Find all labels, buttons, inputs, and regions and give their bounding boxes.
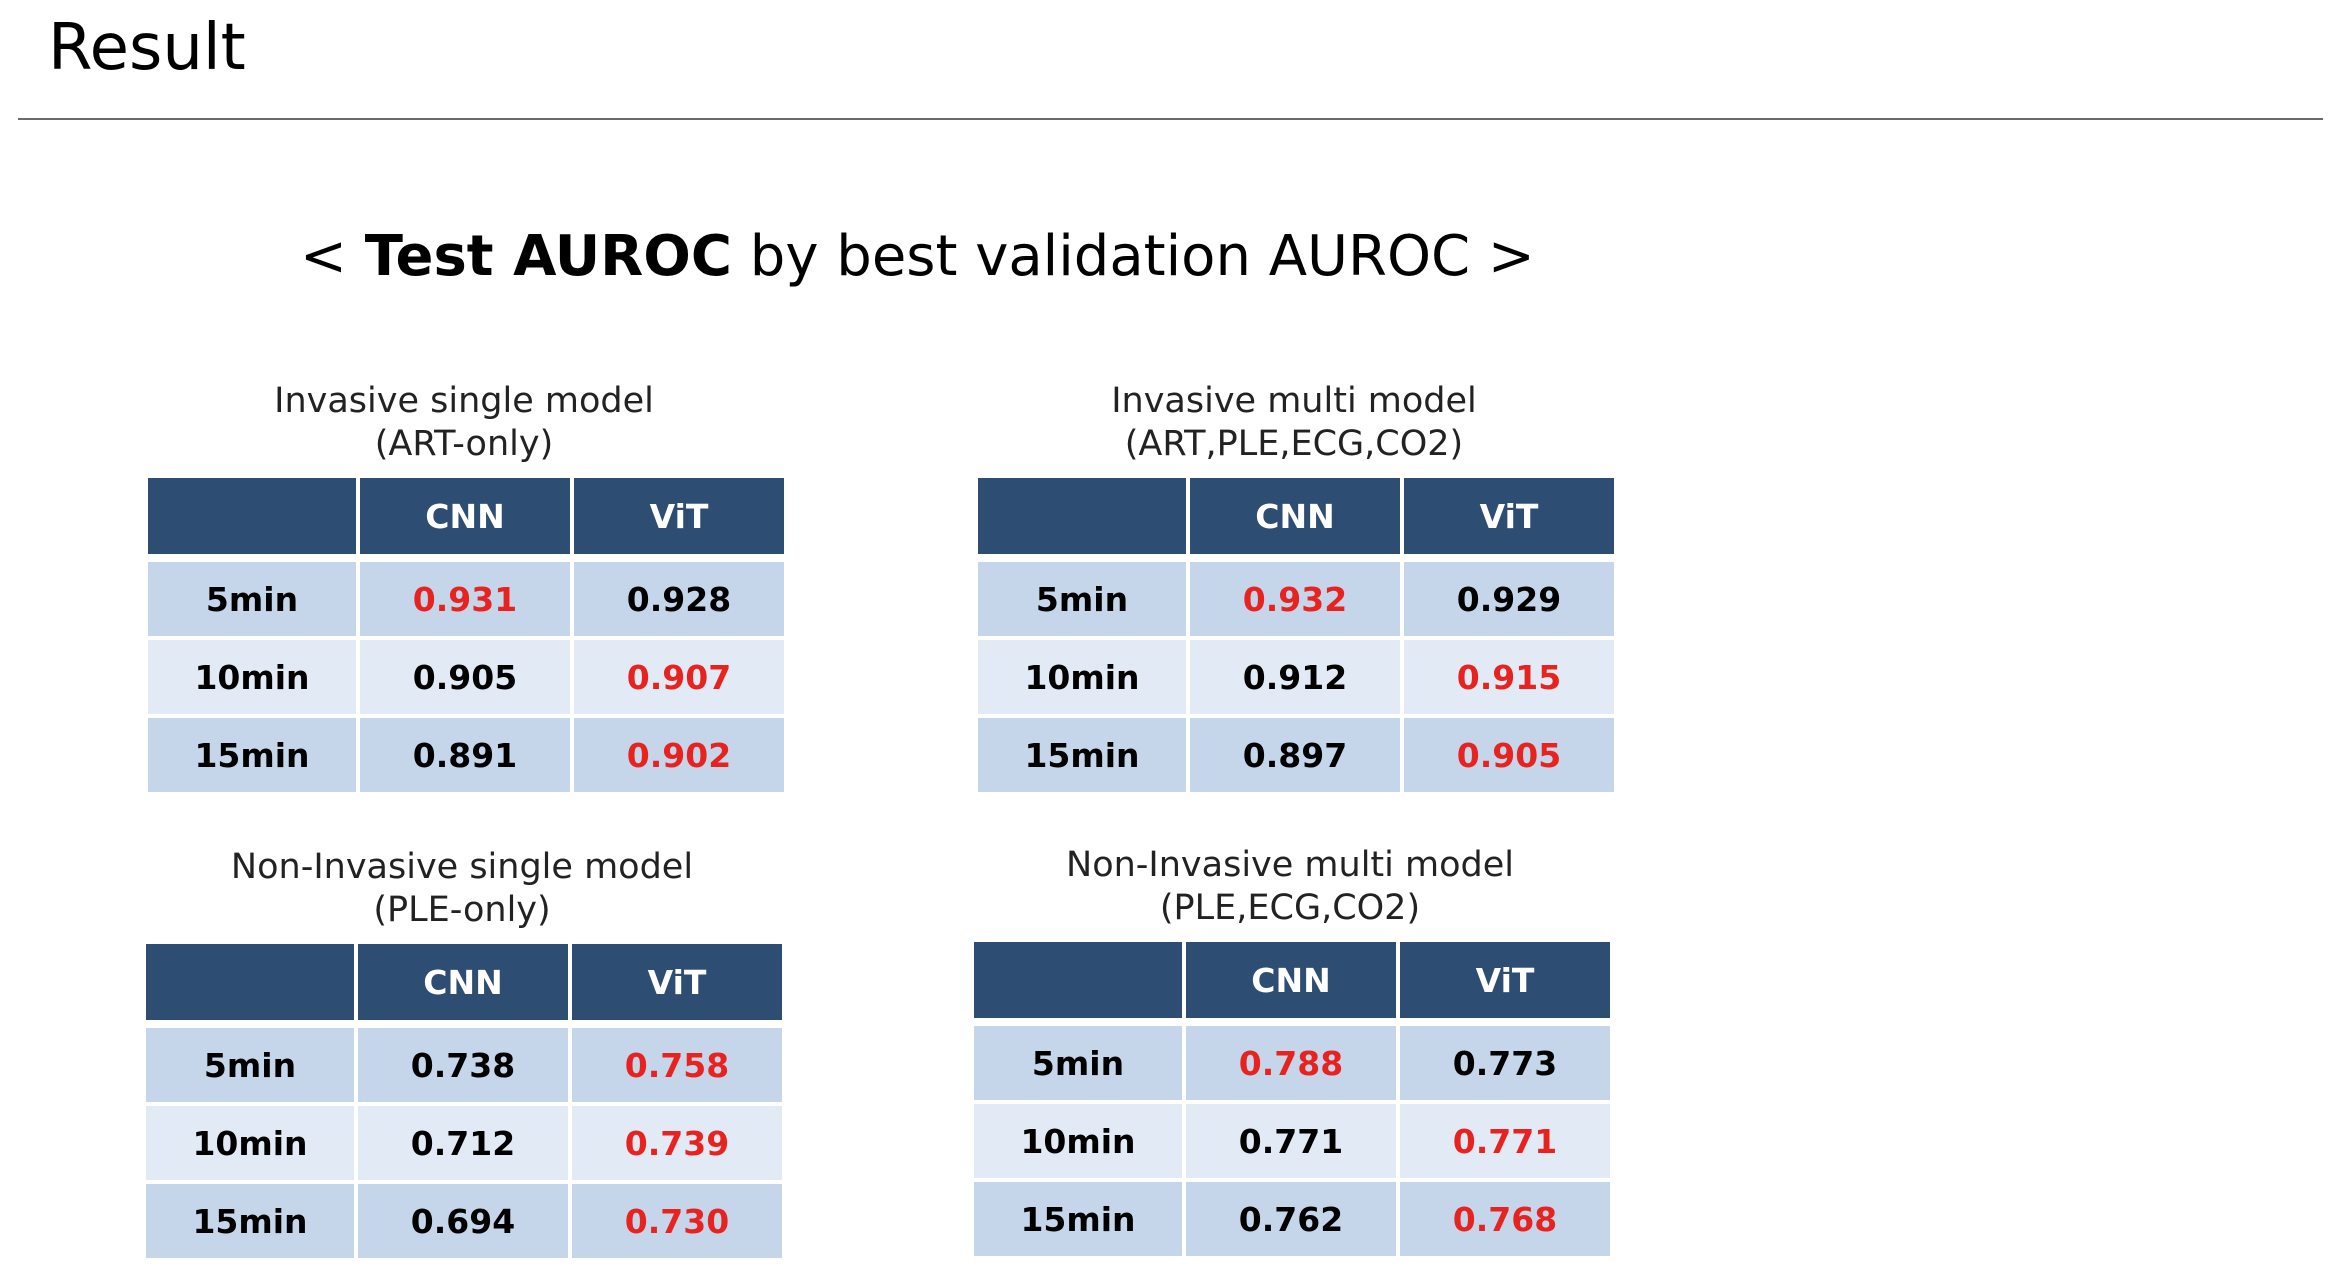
panel-noninvasive-single: Non-Invasive single model (PLE-only) CNN… bbox=[142, 846, 786, 1262]
cnn-value: 0.932 bbox=[1186, 556, 1404, 640]
caption-subtitle: (ART-only) bbox=[374, 424, 554, 464]
table-row: 5min 0.932 0.929 bbox=[974, 556, 1618, 640]
table-row: 15min 0.897 0.905 bbox=[974, 714, 1618, 796]
caption-title: Invasive single model bbox=[274, 381, 654, 421]
header-vit: ViT bbox=[568, 940, 786, 1026]
header-cnn: CNN bbox=[356, 474, 574, 560]
cnn-value: 0.694 bbox=[354, 1180, 572, 1262]
page-title: Result bbox=[48, 11, 246, 85]
row-label: 5min bbox=[144, 556, 360, 640]
table-row: 15min 0.762 0.768 bbox=[970, 1178, 1614, 1260]
cnn-value: 0.905 bbox=[356, 636, 574, 718]
panel-invasive-single: Invasive single model (ART-only) CNN ViT… bbox=[144, 380, 788, 796]
vit-value: 0.915 bbox=[1400, 636, 1618, 718]
vit-value: 0.907 bbox=[570, 636, 788, 718]
slide-subtitle: < Test AUROC by best validation AUROC > bbox=[300, 222, 1535, 292]
panel-caption: Non-Invasive multi model (PLE,ECG,CO2) bbox=[970, 844, 1610, 930]
panel-invasive-multi: Invasive multi model (ART,PLE,ECG,CO2) C… bbox=[974, 380, 1618, 796]
header-vit: ViT bbox=[1396, 938, 1614, 1024]
caption-title: Non-Invasive single model bbox=[230, 847, 694, 887]
row-label: 5min bbox=[974, 556, 1190, 640]
row-label: 15min bbox=[974, 714, 1190, 796]
table-row: 15min 0.891 0.902 bbox=[144, 714, 788, 796]
title-divider bbox=[18, 118, 2323, 120]
table-header-row: CNN ViT bbox=[142, 940, 786, 1026]
row-label: 5min bbox=[970, 1020, 1186, 1104]
vit-value: 0.928 bbox=[570, 556, 788, 640]
header-blank bbox=[144, 474, 360, 560]
row-label: 5min bbox=[142, 1022, 358, 1106]
cnn-value: 0.738 bbox=[354, 1022, 572, 1106]
header-cnn: CNN bbox=[1186, 474, 1404, 560]
header-cnn: CNN bbox=[1182, 938, 1400, 1024]
auroc-table: CNN ViT 5min 0.931 0.928 10min 0.905 0.9… bbox=[144, 474, 788, 796]
row-label: 10min bbox=[144, 636, 360, 718]
auroc-table: CNN ViT 5min 0.788 0.773 10min 0.771 0.7… bbox=[970, 938, 1614, 1260]
cnn-value: 0.897 bbox=[1186, 714, 1404, 796]
caption-subtitle: (PLE,ECG,CO2) bbox=[1159, 888, 1421, 928]
caption-subtitle: (PLE-only) bbox=[373, 890, 551, 930]
table-row: 10min 0.912 0.915 bbox=[974, 636, 1618, 718]
table-row: 15min 0.694 0.730 bbox=[142, 1180, 786, 1262]
vit-value: 0.929 bbox=[1400, 556, 1618, 640]
vit-value: 0.758 bbox=[568, 1022, 786, 1106]
table-header-row: CNN ViT bbox=[970, 938, 1614, 1024]
table-row: 10min 0.771 0.771 bbox=[970, 1100, 1614, 1182]
panel-caption: Invasive multi model (ART,PLE,ECG,CO2) bbox=[974, 380, 1614, 466]
vit-value: 0.739 bbox=[568, 1102, 786, 1184]
vit-value: 0.905 bbox=[1400, 714, 1618, 796]
cnn-value: 0.712 bbox=[354, 1102, 572, 1184]
table-row: 10min 0.905 0.907 bbox=[144, 636, 788, 718]
cnn-value: 0.931 bbox=[356, 556, 574, 640]
header-vit: ViT bbox=[1400, 474, 1618, 560]
subtitle-rest: by best validation AUROC > bbox=[732, 224, 1535, 289]
vit-value: 0.768 bbox=[1396, 1178, 1614, 1260]
row-label: 15min bbox=[970, 1178, 1186, 1260]
table-row: 5min 0.738 0.758 bbox=[142, 1022, 786, 1106]
header-vit: ViT bbox=[570, 474, 788, 560]
auroc-table: CNN ViT 5min 0.932 0.929 10min 0.912 0.9… bbox=[974, 474, 1618, 796]
header-cnn: CNN bbox=[354, 940, 572, 1026]
auroc-table: CNN ViT 5min 0.738 0.758 10min 0.712 0.7… bbox=[142, 940, 786, 1262]
subtitle-bold: Test AUROC bbox=[364, 224, 732, 289]
caption-subtitle: (ART,PLE,ECG,CO2) bbox=[1124, 424, 1464, 464]
vit-value: 0.773 bbox=[1396, 1020, 1614, 1104]
subtitle-open: < bbox=[300, 224, 365, 289]
header-blank bbox=[142, 940, 358, 1026]
row-label: 15min bbox=[142, 1180, 358, 1262]
table-row: 5min 0.931 0.928 bbox=[144, 556, 788, 640]
panel-noninvasive-multi: Non-Invasive multi model (PLE,ECG,CO2) C… bbox=[970, 844, 1614, 1260]
cnn-value: 0.891 bbox=[356, 714, 574, 796]
table-header-row: CNN ViT bbox=[974, 474, 1618, 560]
caption-title: Non-Invasive multi model bbox=[1066, 845, 1514, 885]
row-label: 10min bbox=[142, 1102, 358, 1184]
caption-title: Invasive multi model bbox=[1111, 381, 1477, 421]
cnn-value: 0.762 bbox=[1182, 1178, 1400, 1260]
row-label: 10min bbox=[970, 1100, 1186, 1182]
cnn-value: 0.788 bbox=[1182, 1020, 1400, 1104]
cnn-value: 0.771 bbox=[1182, 1100, 1400, 1182]
vit-value: 0.902 bbox=[570, 714, 788, 796]
cnn-value: 0.912 bbox=[1186, 636, 1404, 718]
table-header-row: CNN ViT bbox=[144, 474, 788, 560]
header-blank bbox=[974, 474, 1190, 560]
panel-caption: Non-Invasive single model (PLE-only) bbox=[142, 846, 782, 932]
row-label: 15min bbox=[144, 714, 360, 796]
header-blank bbox=[970, 938, 1186, 1024]
vit-value: 0.771 bbox=[1396, 1100, 1614, 1182]
table-row: 5min 0.788 0.773 bbox=[970, 1020, 1614, 1104]
row-label: 10min bbox=[974, 636, 1190, 718]
panel-caption: Invasive single model (ART-only) bbox=[144, 380, 784, 466]
vit-value: 0.730 bbox=[568, 1180, 786, 1262]
table-row: 10min 0.712 0.739 bbox=[142, 1102, 786, 1184]
